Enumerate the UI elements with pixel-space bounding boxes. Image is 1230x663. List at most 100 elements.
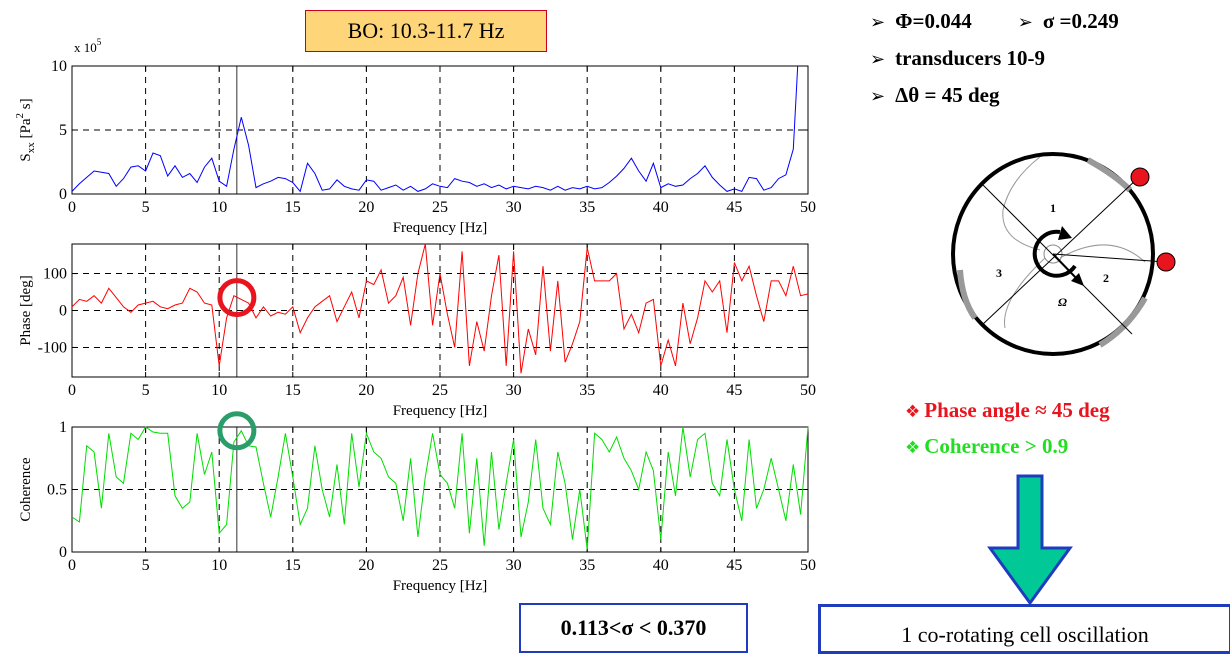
x-tick-label: 40 — [653, 382, 669, 399]
y-axis-label: Sxx [Pa2 s] — [14, 98, 37, 161]
x-axis-label: Frequency [Hz] — [393, 403, 488, 419]
cell-label-1: 1 — [1050, 201, 1056, 215]
x-tick-label: 30 — [506, 557, 522, 574]
y-axis-label: Phase [deg] — [18, 275, 34, 345]
x-tick-label: 30 — [506, 199, 522, 216]
x-tick-label: 40 — [653, 199, 669, 216]
x-tick-label: 35 — [579, 557, 595, 574]
x-tick-label: 15 — [285, 199, 301, 216]
rotor-diagram: 1 2 3 Ω — [951, 152, 1176, 356]
x-tick-label: 5 — [142, 382, 150, 399]
x-tick-label: 15 — [285, 557, 301, 574]
highlight-circle — [217, 278, 257, 318]
data-series-line — [71, 426, 809, 550]
x-tick-label: 35 — [579, 382, 595, 399]
band-label-box: BO: 10.3-11.7 Hz — [305, 10, 547, 52]
arrow-bullet-icon: ➢ — [870, 12, 886, 33]
coherence-chart: 0 5 10 15 20 25 30 35 40 45 50 0 0.5 1 Frequency [Hz] C… — [18, 411, 816, 594]
x-tick-label: 45 — [726, 557, 742, 574]
rotation-arrow-head — [1058, 226, 1072, 240]
transducer-sensor-dot — [1156, 252, 1176, 272]
parameter-row: ➢ transducers 10-9 — [870, 43, 1119, 80]
y-tick-label: 10 — [51, 58, 67, 75]
transducers-value: transducers 10-9 — [895, 46, 1045, 70]
x-tick-label: 10 — [211, 557, 227, 574]
diamond-bullet-icon: ❖ — [905, 438, 921, 458]
x-tick-label: 15 — [285, 382, 301, 399]
phi-value: Φ=0.044 — [895, 9, 972, 33]
arrow-bullet-icon: ➢ — [870, 86, 886, 107]
parameter-list: ➢ Φ=0.044 ➢ σ =0.249 ➢ transducers 10-9 ➢ Δθ … — [870, 6, 1119, 117]
rotation-arrow — [1032, 229, 1077, 278]
y-tick-label: 0 — [59, 303, 67, 320]
y-tick-label: -100 — [38, 339, 67, 356]
x-axis-label: Frequency [Hz] — [393, 578, 488, 594]
y-tick-label: 100 — [43, 266, 67, 283]
down-arrow — [987, 474, 1073, 606]
y-tick-label: 1 — [59, 419, 67, 436]
x-axis-label: Frequency [Hz] — [393, 220, 488, 236]
hub-circle — [1043, 244, 1063, 264]
phase-chart: 0 5 10 15 20 25 30 35 40 45 50 -100 0 100 Frequency [H… — [18, 243, 816, 419]
x-tick-label: 20 — [358, 382, 374, 399]
omega-arrow-head — [1071, 273, 1084, 286]
observation-notes: ❖ Phase angle ≈ 45 deg ❖ Coherence > 0.9 — [905, 392, 1110, 464]
transducer-line-right — [1052, 253, 1166, 263]
delta-theta-value: Δθ = 45 deg — [895, 83, 1000, 107]
cell-label-3: 3 — [996, 266, 1002, 280]
x-tick-label: 30 — [506, 382, 522, 399]
cell-boundary — [1059, 244, 1146, 263]
conclusion-box: 1 co-rotating cell oscillation — [818, 604, 1230, 654]
omega-label: Ω — [1058, 295, 1067, 309]
x-tick-label: 40 — [653, 557, 669, 574]
x-tick-label: 50 — [800, 557, 816, 574]
omega-arrow — [1052, 253, 1079, 281]
stall-cell-shading — [1098, 296, 1148, 348]
band-label: BO: 10.3-11.7 Hz — [347, 18, 505, 43]
parameter-row: ➢ Φ=0.044 ➢ σ =0.249 — [870, 6, 1119, 43]
y-tick-label: 0 — [59, 186, 67, 203]
x-tick-label: 10 — [211, 382, 227, 399]
x-tick-label: 25 — [432, 199, 448, 216]
x-tick-label: 0 — [68, 199, 76, 216]
arrow-bullet-icon: ➢ — [1017, 12, 1033, 33]
y-tick-label: 0 — [59, 544, 67, 561]
x-tick-label: 20 — [358, 557, 374, 574]
x-tick-label: 0 — [68, 557, 76, 574]
sigma-range-box: 0.113<σ < 0.370 — [519, 603, 748, 653]
arrow-bullet-icon: ➢ — [870, 49, 886, 70]
cell-boundary — [1002, 156, 1041, 251]
sigma-range-text: 0.113<σ < 0.370 — [560, 615, 707, 640]
phase-note-text: Phase angle ≈ 45 deg — [924, 398, 1110, 422]
data-series-line — [71, 243, 809, 374]
transducer-line-10 — [981, 177, 1139, 326]
x-tick-label: 25 — [432, 557, 448, 574]
y-axis-label: Coherence — [18, 457, 34, 521]
y-tick-label: 0.5 — [47, 482, 67, 499]
psd-chart: 0 5 10 15 20 25 30 35 40 45 50 0 5 10 Frequency [Hz] Sx… — [14, 37, 816, 236]
x-tick-label: 45 — [726, 199, 742, 216]
coherence-note: ❖ Coherence > 0.9 — [905, 428, 1110, 464]
cell-label-2: 2 — [1103, 271, 1109, 285]
stall-cell-shading — [957, 269, 978, 320]
phase-note: ❖ Phase angle ≈ 45 deg — [905, 392, 1110, 428]
x-tick-label: 25 — [432, 382, 448, 399]
exponent-label: x 105 — [74, 37, 102, 55]
x-tick-label: 35 — [579, 199, 595, 216]
x-tick-label: 50 — [800, 199, 816, 216]
y-tick-label: 5 — [59, 122, 67, 139]
x-tick-label: 5 — [142, 199, 150, 216]
x-tick-label: 0 — [68, 382, 76, 399]
conclusion-text: 1 co-rotating cell oscillation — [901, 622, 1149, 647]
x-tick-label: 10 — [211, 199, 227, 216]
parameter-row: ➢ Δθ = 45 deg — [870, 80, 1119, 117]
x-tick-label: 5 — [142, 557, 150, 574]
transducer-sensor-dot — [1130, 167, 1150, 187]
highlight-circle — [217, 411, 257, 451]
x-tick-label: 45 — [726, 382, 742, 399]
data-series-line — [71, 65, 799, 193]
x-tick-label: 50 — [800, 382, 816, 399]
diamond-bullet-icon: ❖ — [905, 402, 921, 422]
sigma-value: σ =0.249 — [1042, 9, 1119, 33]
